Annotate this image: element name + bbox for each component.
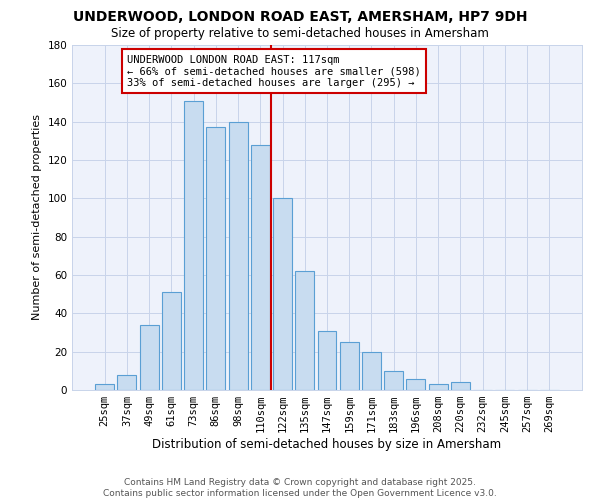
Bar (229, 122, 248, 390)
Y-axis label: Number of semi-detached properties: Number of semi-detached properties (32, 114, 42, 320)
Bar (206, 128, 225, 390)
Text: Contains HM Land Registry data © Crown copyright and database right 2025.
Contai: Contains HM Land Registry data © Crown c… (103, 478, 497, 498)
X-axis label: Distribution of semi-detached houses by size in Amersham: Distribution of semi-detached houses by … (152, 438, 502, 451)
Bar (362, 352, 381, 390)
Bar (251, 144, 270, 390)
Bar (140, 325, 158, 390)
Bar (384, 371, 403, 390)
Bar (340, 342, 359, 390)
Bar (406, 378, 425, 390)
Bar (184, 100, 203, 390)
Text: UNDERWOOD LONDON ROAD EAST: 117sqm
← 66% of semi-detached houses are smaller (59: UNDERWOOD LONDON ROAD EAST: 117sqm ← 66%… (127, 54, 421, 88)
Bar (118, 374, 136, 390)
Text: UNDERWOOD, LONDON ROAD EAST, AMERSHAM, HP7 9DH: UNDERWOOD, LONDON ROAD EAST, AMERSHAM, H… (73, 10, 527, 24)
Bar (162, 292, 181, 390)
Bar (95, 384, 114, 390)
Bar (295, 271, 314, 390)
Bar (451, 382, 470, 390)
Bar (317, 330, 337, 390)
Bar (429, 384, 448, 390)
Bar (273, 198, 292, 390)
Text: Size of property relative to semi-detached houses in Amersham: Size of property relative to semi-detach… (111, 28, 489, 40)
